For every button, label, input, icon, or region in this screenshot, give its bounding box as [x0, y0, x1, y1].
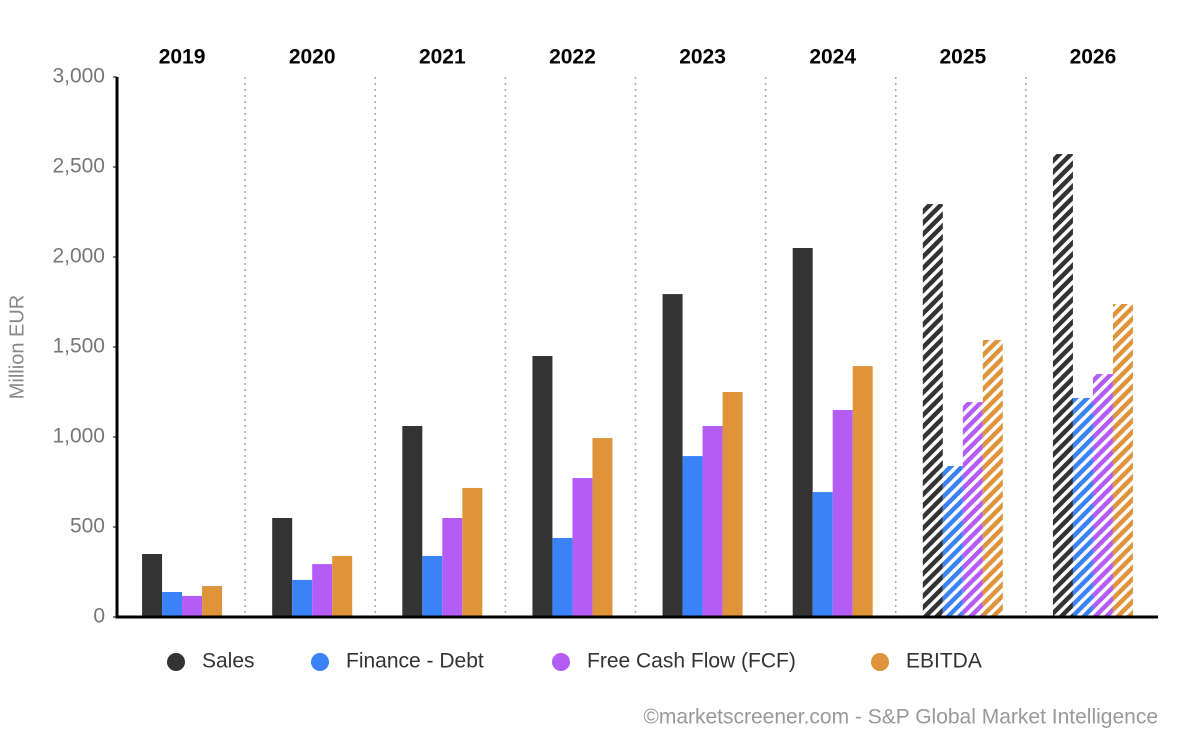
- bar: [142, 554, 163, 617]
- bar: [312, 564, 333, 617]
- bar: [962, 402, 983, 617]
- category-label: 2022: [549, 46, 596, 69]
- bar: [592, 438, 613, 617]
- category-label: 2020: [289, 46, 336, 69]
- bar: [422, 555, 443, 617]
- bar: [572, 478, 593, 617]
- bar: [682, 456, 703, 617]
- category-label: 2026: [1070, 46, 1117, 69]
- legend-marker: [871, 653, 889, 671]
- bar: [982, 339, 1003, 617]
- bar: [272, 518, 293, 617]
- y-tick-label: 0: [93, 605, 105, 628]
- bar: [552, 537, 573, 617]
- category-label: 2021: [419, 46, 466, 69]
- legend-marker: [311, 653, 329, 671]
- bar: [462, 487, 483, 617]
- y-tick-label: 3,000: [52, 65, 105, 88]
- bar: [402, 426, 423, 617]
- bar: [442, 518, 463, 617]
- legend-marker: [552, 653, 570, 671]
- legend-label: EBITDA: [906, 650, 982, 673]
- bar: [292, 579, 313, 617]
- bar: [942, 465, 963, 617]
- bar: [532, 356, 553, 617]
- bar: [1112, 303, 1133, 617]
- legend-label: Sales: [202, 650, 255, 673]
- y-tick-label: 500: [70, 515, 105, 538]
- category-label: 2023: [679, 46, 726, 69]
- bar: [332, 555, 353, 617]
- bar: [662, 294, 683, 617]
- y-tick-label: 1,000: [52, 425, 105, 448]
- category-label: 2024: [809, 46, 856, 69]
- y-tick-label: 1,500: [52, 335, 105, 358]
- bar: [202, 586, 223, 617]
- credit: ©marketscreener.com - S&P Global Market …: [643, 706, 1158, 729]
- legend-marker: [167, 653, 185, 671]
- bar: [852, 366, 873, 617]
- y-tick-label: 2,500: [52, 155, 105, 178]
- bar: [722, 392, 743, 617]
- category-label: 2019: [159, 46, 206, 69]
- bar: [1072, 397, 1093, 617]
- bar: [182, 595, 203, 617]
- bar: [812, 492, 833, 617]
- bar: [922, 204, 943, 617]
- bar: [1052, 154, 1073, 618]
- bar: [162, 591, 183, 617]
- legend-label: Finance - Debt: [346, 650, 484, 673]
- category-label: 2025: [939, 46, 986, 69]
- y-axis-label: Million EUR: [6, 295, 28, 399]
- legend-label: Free Cash Flow (FCF): [587, 650, 796, 673]
- bar: [702, 426, 723, 617]
- bar: [832, 410, 853, 617]
- bar: [792, 248, 813, 617]
- y-tick-label: 2,000: [52, 245, 105, 268]
- bar: [1092, 374, 1113, 617]
